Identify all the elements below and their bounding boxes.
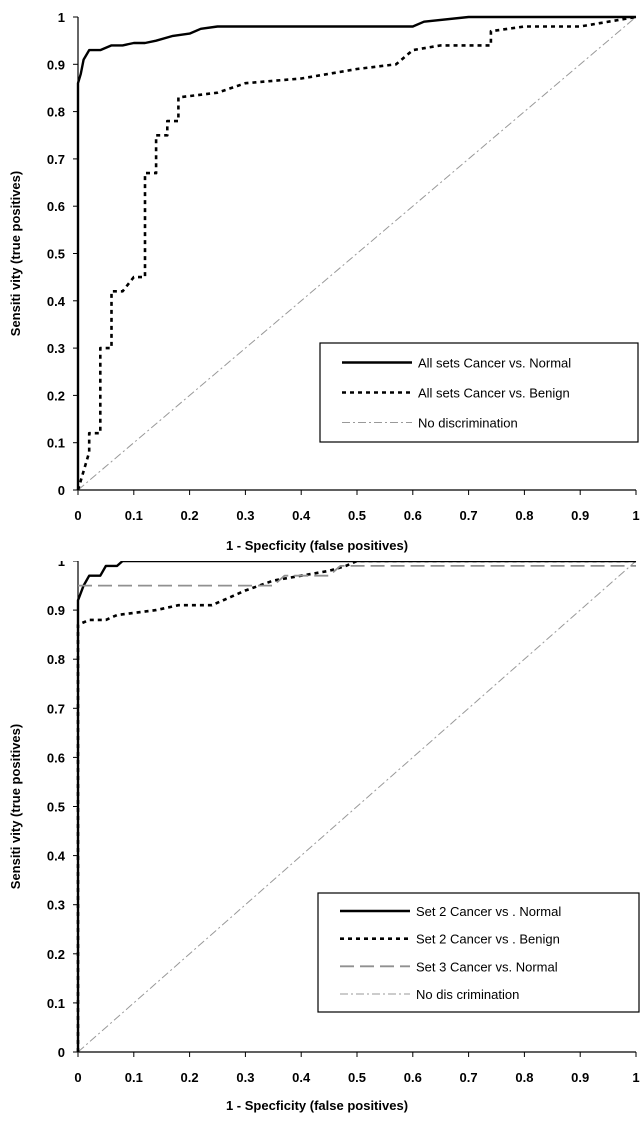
x-tick-label: 0.1: [125, 1070, 143, 1085]
y-tick-label: 0.6: [47, 199, 65, 214]
x-tick-label: 0.3: [236, 1070, 254, 1085]
y-tick-label: 1: [58, 10, 65, 25]
legend-label: Set 3 Cancer vs. Normal: [416, 959, 558, 974]
y-tick-label: 0.8: [47, 652, 65, 667]
x-tick-label: 0.4: [292, 508, 311, 523]
x-axis-label: 1 - Specficity (false positives): [226, 1098, 408, 1113]
roc-chart-all-sets: 0 0.1 0.2 0.3 0.4 0.5 0.6 0.7 0.8 0.9 1 0 0.1 0.2 0.3 0…: [8, 10, 640, 553]
legend-label: No discrimination: [418, 416, 518, 431]
x-tick-label: 0.2: [181, 1070, 199, 1085]
x-tick-label: 0.1: [125, 508, 143, 523]
y-tick-label: 0.9: [47, 603, 65, 618]
legend: [317, 892, 640, 1013]
y-axis-label: Sensiti vity (true positives): [8, 724, 23, 889]
x-tick-label: 0.5: [348, 508, 366, 523]
x-tick-label: 0.7: [460, 508, 478, 523]
x-tick-label: 0.4: [292, 1070, 311, 1085]
x-axis-label: 1 - Specficity (false positives): [226, 538, 408, 553]
y-tick-label: 0.5: [47, 800, 65, 815]
series-line-all-sets-cancer-vs-normal: [76, 15, 636, 490]
x-tick-label: 0.3: [236, 508, 254, 523]
series-line-no-dis-crimination: [77, 561, 637, 1053]
x-tick-label: 0.6: [404, 1070, 422, 1085]
y-tick-label: 0.8: [47, 105, 65, 120]
x-tick-label: 1: [632, 1070, 639, 1085]
x-tick-label: 1: [632, 508, 639, 523]
x-tick-label: 0.5: [348, 1070, 366, 1085]
x-tick-label: 0.8: [515, 508, 533, 523]
y-tick-label: 0.1: [47, 996, 65, 1011]
y-axis-label: Sensiti vity (true positives): [8, 171, 23, 336]
series-line-all-sets-cancer-vs-benign: [76, 15, 637, 491]
legend-label: All sets Cancer vs. Normal: [418, 356, 571, 371]
legend-label: Set 2 Cancer vs . Normal: [416, 904, 561, 919]
y-tick-label: 0.5: [47, 247, 65, 262]
x-tick-label: 0.9: [571, 1070, 589, 1085]
y-tick-label: 0.7: [47, 701, 65, 716]
y-tick-label: 0: [58, 1045, 65, 1060]
y-tick-label: 0.4: [47, 849, 66, 864]
series-line-set-2-cancer-vs-normal: [76, 561, 636, 1052]
y-tick-label: 0.2: [47, 388, 65, 403]
legend-label: All sets Cancer vs. Benign: [418, 386, 570, 401]
series-line-set-3-cancer-vs-normal: [78, 565, 636, 587]
y-tick-label: 0.3: [47, 898, 65, 913]
legend-label: Set 2 Cancer vs . Benign: [416, 932, 560, 947]
y-tick-label: 0.6: [47, 750, 65, 765]
legend: [319, 342, 639, 443]
x-tick-label: 0.7: [460, 1070, 478, 1085]
y-tick-label: 0.7: [47, 152, 65, 167]
x-tick-label: 0: [74, 1070, 81, 1085]
y-tick-label: 0: [58, 483, 65, 498]
y-tick-label: 0.1: [47, 436, 65, 451]
x-tick-label: 0.6: [404, 508, 422, 523]
x-tick-label: 0: [74, 508, 81, 523]
series-line-set-2-cancer-vs-benign: [76, 561, 636, 1052]
y-tick-label: 0.2: [47, 947, 65, 962]
y-tick-label: 0.4: [47, 294, 66, 309]
legend-label: No dis crimination: [416, 987, 519, 1002]
series-line-no-discrimination: [77, 16, 637, 491]
roc-chart-set-2-3: 0 0.1 0.2 0.3 0.4 0.5 0.6 0.7 0.8 0.9 1 0 0.1 0.2 0.3 0…: [8, 561, 640, 1113]
y-tick-label: 0.9: [47, 57, 65, 72]
x-tick-label: 0.2: [181, 508, 199, 523]
y-tick-label: 1: [58, 561, 65, 569]
x-tick-label: 0.9: [571, 508, 589, 523]
x-tick-label: 0.8: [515, 1070, 533, 1085]
y-tick-label: 0.3: [47, 341, 65, 356]
